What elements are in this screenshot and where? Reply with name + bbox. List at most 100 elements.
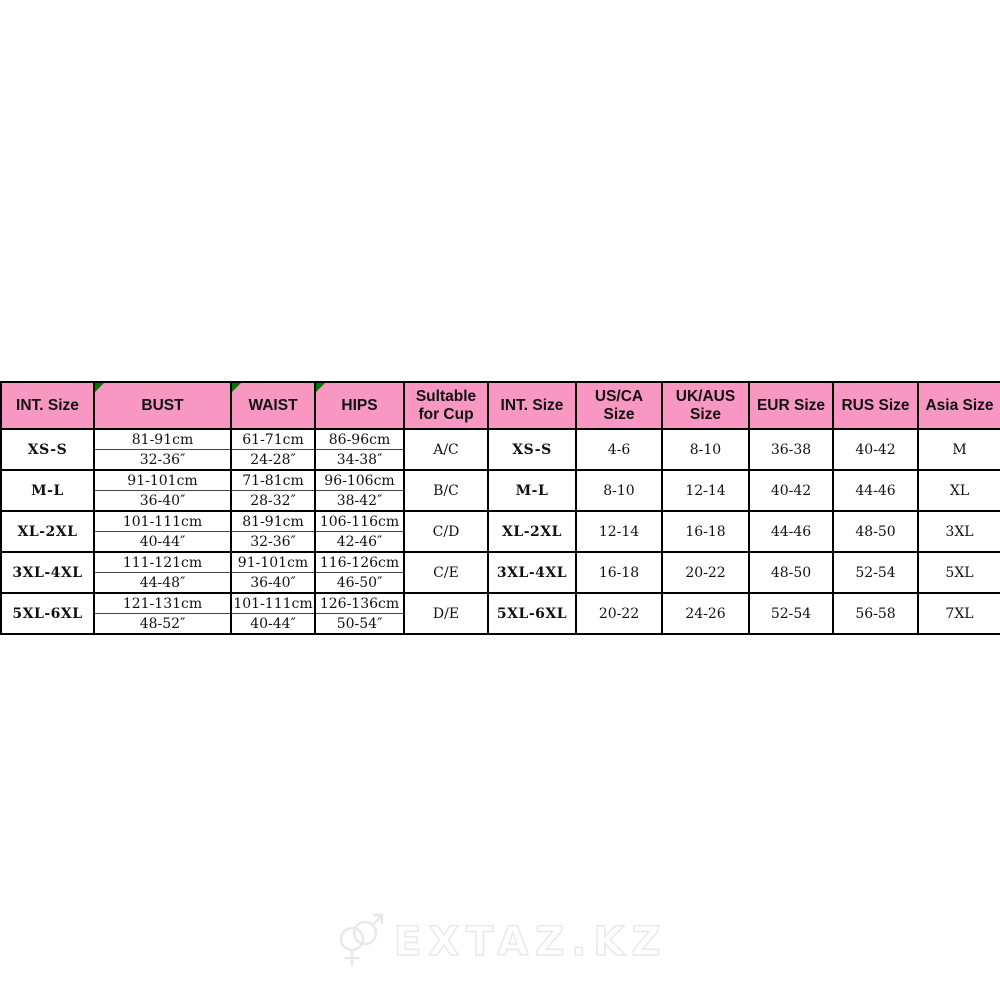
us-ca-cell: 16-18 <box>575 551 663 594</box>
bust-in-cell: 36-40″ <box>93 490 232 512</box>
hips-cm-cell: 126-136cm <box>314 592 405 614</box>
size-row-cm: XL-2XL 101-111cm 81-91cm 106-116cm C/D X… <box>0 510 1000 553</box>
bust-in-cell: 40-44″ <box>93 531 232 553</box>
int-size-cell: 5XL-6XL <box>0 592 95 635</box>
waist-in-cell: 28-32″ <box>230 490 316 512</box>
bust-cm-cell: 91-101cm <box>93 469 232 491</box>
eur-cell: 52-54 <box>748 592 834 635</box>
hips-in-cell: 50-54″ <box>314 613 405 635</box>
header-uk-aus: UK/AUS Size <box>661 381 750 430</box>
hips-in-cell: 38-42″ <box>314 490 405 512</box>
waist-cm-cell: 61-71cm <box>230 428 316 450</box>
bust-cm-cell: 121-131cm <box>93 592 232 614</box>
size-row-inches: 36-40″ 28-32″ 38-42″ <box>1 490 1000 512</box>
eur-cell: 36-38 <box>748 428 834 471</box>
header-waist: WAIST <box>230 381 316 430</box>
header-eur: EUR Size <box>748 381 834 430</box>
int-size2-cell: M-L <box>487 469 577 512</box>
waist-cm-cell: 91-101cm <box>230 551 316 573</box>
rus-cell: 44-46 <box>832 469 919 512</box>
uk-aus-cell: 20-22 <box>661 551 750 594</box>
waist-in-cell: 32-36″ <box>230 531 316 553</box>
watermark-text: EXTAZ.KZ <box>394 919 668 965</box>
size-row-cm: 3XL-4XL 111-121cm 91-101cm 116-126cm C/E… <box>0 551 1000 594</box>
header-bust: BUST <box>93 381 232 430</box>
header-hips-label: HIPS <box>341 396 378 414</box>
header-row: INT. Size BUST WAIST HIPS Sultable for C… <box>0 381 1000 430</box>
uk-aus-cell: 16-18 <box>661 510 750 553</box>
waist-cm-cell: 101-111cm <box>230 592 316 614</box>
cup-cell: C/D <box>403 510 489 553</box>
us-ca-cell: 4-6 <box>575 428 663 471</box>
int-size-cell: M-L <box>0 469 95 512</box>
int-size-cell: XS-S <box>0 428 95 471</box>
us-ca-cell: 12-14 <box>575 510 663 553</box>
waist-cm-cell: 71-81cm <box>230 469 316 491</box>
header-hips: HIPS <box>314 381 405 430</box>
uk-aus-cell: 12-14 <box>661 469 750 512</box>
header-bust-label: BUST <box>141 396 184 414</box>
rus-cell: 40-42 <box>832 428 919 471</box>
uk-aus-cell: 24-26 <box>661 592 750 635</box>
bust-in-cell: 32-36″ <box>93 449 232 471</box>
hips-in-cell: 34-38″ <box>314 449 405 471</box>
bust-cm-cell: 101-111cm <box>93 510 232 532</box>
hips-in-cell: 46-50″ <box>314 572 405 594</box>
gender-symbols-icon <box>339 913 384 967</box>
header-int-size-2: INT. Size <box>487 381 577 430</box>
hips-cm-cell: 116-126cm <box>314 551 405 573</box>
size-row-cm: M-L 91-101cm 71-81cm 96-106cm B/C M-L 8-… <box>0 469 1000 512</box>
eur-cell: 44-46 <box>748 510 834 553</box>
int-size-cell: XL-2XL <box>0 510 95 553</box>
size-chart-table: INT. Size BUST WAIST HIPS Sultable for C… <box>0 381 1000 635</box>
header-rus: RUS Size <box>832 381 919 430</box>
hips-cm-cell: 86-96cm <box>314 428 405 450</box>
cup-cell: B/C <box>403 469 489 512</box>
bust-in-cell: 44-48″ <box>93 572 232 594</box>
int-size2-cell: 3XL-4XL <box>487 551 577 594</box>
size-row-cm: XS-S 81-91cm 61-71cm 86-96cm A/C XS-S 4-… <box>0 428 1000 471</box>
rus-cell: 48-50 <box>832 510 919 553</box>
us-ca-cell: 8-10 <box>575 469 663 512</box>
bust-in-cell: 48-52″ <box>93 613 232 635</box>
header-us-ca: US/CA Size <box>575 381 663 430</box>
waist-in-cell: 24-28″ <box>230 449 316 471</box>
waist-in-cell: 40-44″ <box>230 613 316 635</box>
size-row-inches: 48-52″ 40-44″ 50-54″ <box>1 613 1000 635</box>
asia-cell: M <box>917 428 1000 471</box>
eur-cell: 48-50 <box>748 551 834 594</box>
us-ca-cell: 20-22 <box>575 592 663 635</box>
green-corner-marker-icon <box>95 383 104 392</box>
int-size2-cell: 5XL-6XL <box>487 592 577 635</box>
header-cup: Sultable for Cup <box>403 381 489 430</box>
int-size2-cell: XS-S <box>487 428 577 471</box>
bust-cm-cell: 111-121cm <box>93 551 232 573</box>
asia-cell: 5XL <box>917 551 1000 594</box>
rus-cell: 52-54 <box>832 551 919 594</box>
uk-aus-cell: 8-10 <box>661 428 750 471</box>
int-size2-cell: XL-2XL <box>487 510 577 553</box>
asia-cell: 3XL <box>917 510 1000 553</box>
int-size-cell: 3XL-4XL <box>0 551 95 594</box>
asia-cell: XL <box>917 469 1000 512</box>
green-corner-marker-icon <box>232 383 241 392</box>
waist-cm-cell: 81-91cm <box>230 510 316 532</box>
hips-in-cell: 42-46″ <box>314 531 405 553</box>
rus-cell: 56-58 <box>832 592 919 635</box>
eur-cell: 40-42 <box>748 469 834 512</box>
cup-cell: D/E <box>403 592 489 635</box>
cup-cell: C/E <box>403 551 489 594</box>
watermark: EXTAZ.KZ <box>339 913 668 967</box>
hips-cm-cell: 96-106cm <box>314 469 405 491</box>
asia-cell: 7XL <box>917 592 1000 635</box>
bust-cm-cell: 81-91cm <box>93 428 232 450</box>
hips-cm-cell: 106-116cm <box>314 510 405 532</box>
size-row-cm: 5XL-6XL 121-131cm 101-111cm 126-136cm D/… <box>0 592 1000 635</box>
cup-cell: A/C <box>403 428 489 471</box>
size-row-inches: 44-48″ 36-40″ 46-50″ <box>1 572 1000 594</box>
green-corner-marker-icon <box>316 383 325 392</box>
header-asia: Asia Size <box>917 381 1000 430</box>
header-int-size: INT. Size <box>0 381 95 430</box>
waist-in-cell: 36-40″ <box>230 572 316 594</box>
